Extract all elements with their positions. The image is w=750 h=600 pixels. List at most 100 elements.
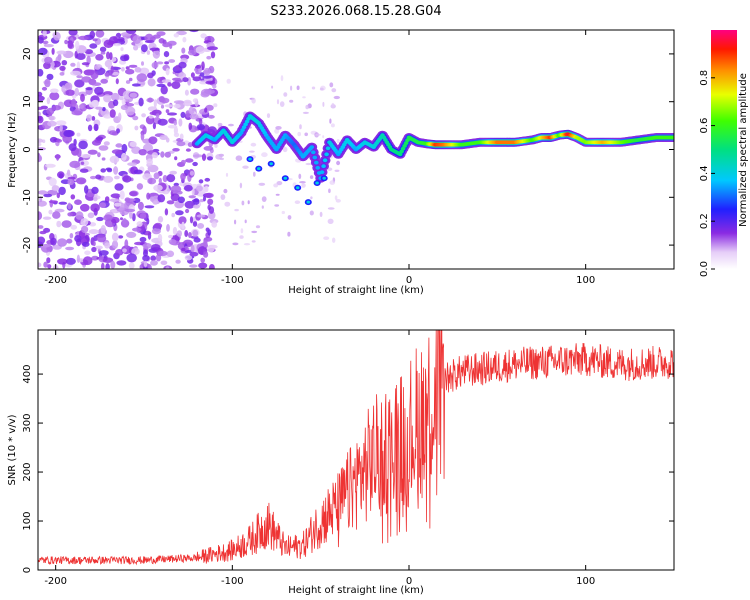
noise-blob [294,200,301,204]
noise-blob [172,226,178,236]
noise-blob [51,185,60,192]
noise-blob [70,62,76,67]
noise-blob [109,155,120,164]
noise-blob [165,67,170,76]
noise-blob [110,92,120,102]
noise-blob [124,208,136,213]
noise-blob [141,113,147,118]
noise-blob [106,168,113,173]
noise-blob [209,264,215,269]
noise-blob [205,80,216,85]
noise-blob [126,231,137,238]
noise-blob [139,67,150,76]
noise-blob [120,217,123,221]
noise-blob [70,224,78,230]
noise-blob [38,36,44,44]
noise-blob [180,159,186,165]
noise-blob [139,236,147,243]
x-tick-label: -100 [221,275,244,286]
noise-blob [151,61,159,69]
noise-blob [91,186,99,194]
noise-blob [114,202,122,207]
noise-blob [89,30,96,39]
noise-blob [193,198,200,205]
noise-blob [207,156,213,161]
noise-blob [199,72,205,77]
noise-blob [210,51,216,59]
noise-blob [204,107,208,113]
noise-blob [322,135,325,139]
noise-blob [115,78,119,85]
noise-blob [129,92,138,98]
noise-blob [207,46,218,51]
colorbar-tick-label: 0.4 [699,165,710,181]
noise-blob [56,50,67,55]
noise-blob [195,65,202,69]
noise-blob [110,216,120,224]
y-tick-label: 0 [22,567,33,573]
noise-blob [142,255,150,262]
noise-blob [149,111,158,116]
noise-blob [124,239,129,249]
noise-blob [199,199,205,203]
noise-blob [213,103,218,108]
noise-blob [80,218,89,226]
noise-blob [38,225,44,229]
noise-blob [197,223,205,229]
noise-blob [46,107,55,115]
noise-blob [203,146,214,151]
snr-y-label: SNR (10 * v/v) [7,414,18,485]
noise-blob [95,136,104,141]
signal-point [322,158,328,163]
noise-blob [158,177,162,184]
noise-blob [142,242,152,249]
noise-blob [275,126,282,130]
noise-blob [74,235,82,243]
noise-blob [173,100,185,104]
noise-blob [195,46,206,54]
noise-blob [144,205,155,209]
noise-blob [59,72,65,76]
noise-blob [93,123,99,132]
noise-blob [79,168,89,173]
noise-blob [82,241,90,247]
signal-point [319,170,325,175]
noise-blob [114,183,124,191]
noise-blob [76,177,87,185]
noise-blob [90,82,102,86]
noise-blob [327,167,333,171]
noise-blob [149,47,160,51]
snr-x-ticks: -200 -100 0 100 [44,330,595,587]
noise-blob [146,50,151,55]
noise-blob [255,225,261,229]
noise-blob [110,260,116,269]
noise-blob [329,180,336,185]
noise-blob [336,139,340,144]
signal-branch [269,162,274,166]
noise-blob [128,77,133,82]
noise-blob [192,98,198,103]
noise-blob [176,30,187,36]
noise-blob [163,51,170,58]
snr-panel: -200 -100 0 100 0 100 200 300 400 Height of str… [7,329,675,596]
noise-blob [207,244,215,253]
noise-blob [323,236,330,240]
noise-blob [178,72,187,79]
noise-blob [113,43,122,47]
noise-blob [223,188,228,194]
noise-blob [121,67,125,72]
noise-blob [65,246,75,251]
noise-blob [153,172,160,180]
noise-blob [106,51,110,60]
noise-blob [192,229,199,237]
spectrogram-x-ticks: -200 -100 0 100 [44,30,595,286]
noise-blob [126,253,137,263]
noise-blob [206,55,212,60]
noise-blob [138,97,144,107]
noise-blob [132,227,142,232]
noise-blob [189,170,195,176]
noise-blob [41,86,48,91]
noise-blob [100,51,106,55]
noise-blob [157,216,164,223]
noise-blob [239,235,244,239]
